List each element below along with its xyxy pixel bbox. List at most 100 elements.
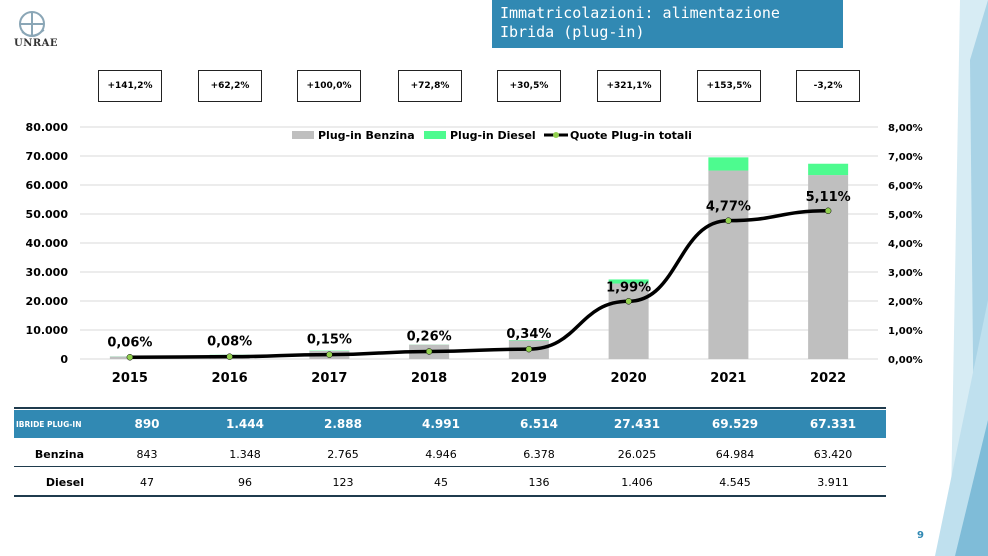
growth-rate-box: -3,2% bbox=[796, 70, 860, 102]
data-label: 5,11% bbox=[806, 190, 851, 205]
x-tick-label: 2015 bbox=[112, 371, 148, 386]
legend-label: Plug-in Diesel bbox=[450, 129, 536, 142]
line-point bbox=[425, 348, 433, 355]
y-right-tick-label: 5,00% bbox=[888, 210, 923, 221]
table-cell: 64.984 bbox=[715, 447, 755, 461]
table-cell: 843 bbox=[136, 447, 158, 461]
y-left-tick-label: 50.000 bbox=[26, 208, 69, 221]
table-header-label: IBRIDE PLUG-IN bbox=[16, 419, 82, 429]
x-tick-label: 2017 bbox=[311, 371, 347, 386]
table-cell: 3.911 bbox=[817, 475, 849, 489]
table-cell-total: 2.888 bbox=[324, 417, 362, 431]
table-cell: 1.406 bbox=[621, 475, 653, 489]
y-right-tick-label: 6,00% bbox=[888, 181, 923, 192]
growth-rate-box: +30,5% bbox=[497, 70, 561, 102]
line-point bbox=[725, 217, 732, 224]
table-cell-total: 4.991 bbox=[422, 417, 460, 431]
legend-label: Quote Plug-in totali bbox=[570, 129, 692, 142]
plugin-registrations-chart: 0 10.000 20.000 30.000 40.000 50.000 60.000 70.… bbox=[26, 121, 923, 386]
x-tick-label: 2016 bbox=[212, 371, 248, 386]
page-title: Immatricolazioni: alimentazione Ibrida (… bbox=[492, 0, 843, 48]
table-cell-total: 69.529 bbox=[711, 417, 759, 431]
growth-rate-box: +141,2% bbox=[98, 70, 162, 102]
table-top-rule bbox=[14, 407, 886, 409]
line-point bbox=[226, 353, 233, 360]
growth-rate-box: +100,0% bbox=[297, 70, 361, 102]
y-right-tick-label: 8,00% bbox=[888, 123, 923, 134]
legend-swatch-benzina bbox=[292, 131, 314, 139]
table-cell: 2.765 bbox=[327, 447, 359, 461]
table-cell-total: 27.431 bbox=[613, 417, 661, 431]
data-label: 0,06% bbox=[107, 335, 152, 350]
data-label: 4,77% bbox=[706, 200, 751, 215]
y-left-tick-label: 40.000 bbox=[26, 237, 69, 250]
table-row-diesel: Diesel 47 96 123 45 136 1.406 4.545 3.91… bbox=[14, 470, 886, 494]
table-cell: 136 bbox=[528, 475, 550, 489]
y-right-tick-label: 7,00% bbox=[888, 152, 923, 163]
legend-swatch-diesel bbox=[424, 131, 446, 139]
y-right-tick-label: 2,00% bbox=[888, 297, 923, 308]
table-cell-total: 1.444 bbox=[226, 417, 264, 431]
line-point bbox=[126, 354, 134, 361]
table-cell: 63.420 bbox=[813, 447, 853, 461]
bar-benzina bbox=[808, 175, 849, 359]
table-cell: 47 bbox=[140, 475, 154, 489]
table-cell-total: 67.331 bbox=[809, 417, 857, 431]
y-left-tick-label: 30.000 bbox=[26, 266, 69, 279]
y-left-tick-label: 80.000 bbox=[26, 121, 69, 134]
table-cell: 4.545 bbox=[719, 475, 751, 489]
table-row-label: Diesel bbox=[45, 475, 84, 489]
data-label: 0,34% bbox=[506, 327, 551, 342]
table-cell: 96 bbox=[238, 475, 252, 489]
table-mid-rule bbox=[14, 466, 886, 467]
table-header-row: IBRIDE PLUG-IN 890 1.444 2.888 4.991 6.5… bbox=[14, 410, 886, 438]
table-cell-total: 6.514 bbox=[520, 417, 558, 431]
table-cell: 123 bbox=[332, 475, 354, 489]
x-tick-label: 2020 bbox=[611, 371, 647, 386]
y-left-tick-label: 10.000 bbox=[26, 324, 69, 337]
y-right-tick-label: 0,00% bbox=[888, 355, 923, 366]
legend-swatch-marker bbox=[553, 132, 559, 138]
y-left-tick-label: 60.000 bbox=[26, 179, 69, 192]
bar-benzina bbox=[708, 170, 749, 359]
table-cell: 45 bbox=[434, 475, 448, 489]
table-cell-total: 890 bbox=[134, 417, 160, 431]
line-point bbox=[625, 298, 632, 305]
growth-rate-box: +62,2% bbox=[198, 70, 262, 102]
line-point bbox=[824, 207, 832, 215]
x-tick-label: 2018 bbox=[411, 371, 447, 386]
page-number: 9 bbox=[917, 530, 924, 541]
table-cell: 1.348 bbox=[229, 447, 261, 461]
table-bottom-rule bbox=[14, 495, 886, 497]
table-cell: 6.378 bbox=[523, 447, 555, 461]
growth-rate-box: +153,5% bbox=[697, 70, 761, 102]
data-label: 0,26% bbox=[407, 329, 452, 344]
data-label: 0,08% bbox=[207, 335, 252, 350]
x-tick-label: 2022 bbox=[810, 371, 846, 386]
y-left-tick-label: 0 bbox=[60, 353, 68, 366]
data-label: 0,15% bbox=[307, 333, 352, 348]
growth-rate-box: +321,1% bbox=[597, 70, 661, 102]
table-row-label: Benzina bbox=[34, 447, 84, 461]
y-right-tick-label: 1,00% bbox=[888, 326, 923, 337]
bar-diesel bbox=[608, 279, 649, 284]
table-cell: 4.946 bbox=[425, 447, 457, 461]
x-tick-label: 2019 bbox=[511, 371, 547, 386]
y-left-tick-label: 20.000 bbox=[26, 295, 69, 308]
table-cell: 26.025 bbox=[617, 447, 657, 461]
line-point bbox=[525, 345, 533, 353]
bar-benzina bbox=[608, 283, 649, 359]
unrae-logo-icon bbox=[19, 11, 45, 37]
bar-diesel bbox=[808, 163, 849, 176]
y-left-tick-label: 70.000 bbox=[26, 150, 69, 163]
legend-label: Plug-in Benzina bbox=[318, 129, 415, 142]
y-right-tick-label: 3,00% bbox=[888, 268, 923, 279]
x-tick-label: 2021 bbox=[710, 371, 746, 386]
data-label: 1,99% bbox=[606, 280, 651, 295]
y-right-tick-label: 4,00% bbox=[888, 239, 923, 250]
table-row-benzina: Benzina 843 1.348 2.765 4.946 6.378 26.0… bbox=[14, 442, 886, 466]
line-point bbox=[326, 351, 333, 358]
bar-diesel bbox=[708, 157, 749, 171]
